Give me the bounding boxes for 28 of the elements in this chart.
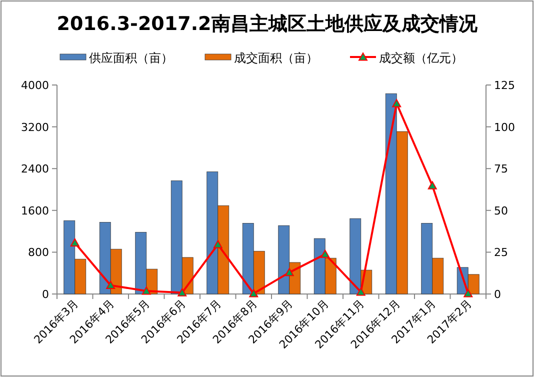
point (356, 287, 366, 296)
y-tick-label: 1600 (21, 204, 49, 218)
y2-tick-label: 0 (494, 288, 501, 301)
point (178, 288, 187, 296)
point (428, 181, 437, 190)
legend-label: 成交额（亿元） (379, 51, 463, 65)
legend-label: 供应面积（亩） (89, 51, 173, 65)
y-tick-label: 2400 (21, 162, 49, 176)
point (284, 268, 294, 276)
y2-tick-label: 25 (494, 246, 508, 260)
chart-title: 2016.3-2017.2南昌主城区土地供应及成交情况 (56, 13, 478, 35)
y2-tick-label: 50 (494, 204, 508, 218)
y2-tick-label: 125 (494, 79, 515, 92)
y2-tick-label: 100 (494, 120, 515, 134)
point (106, 280, 116, 290)
y-tick-label: 4000 (21, 79, 49, 92)
y-tick-label: 3200 (21, 120, 49, 134)
y-tick-label: 0 (42, 288, 49, 301)
point (464, 289, 473, 298)
point (249, 289, 258, 298)
point (392, 99, 402, 108)
point (70, 238, 80, 247)
legend-label: 成交面积（亩） (234, 51, 318, 65)
point (142, 286, 151, 295)
point (320, 250, 330, 258)
y-tick-label: 800 (28, 246, 49, 260)
y2-tick-label: 75 (494, 162, 508, 176)
point (213, 240, 222, 248)
